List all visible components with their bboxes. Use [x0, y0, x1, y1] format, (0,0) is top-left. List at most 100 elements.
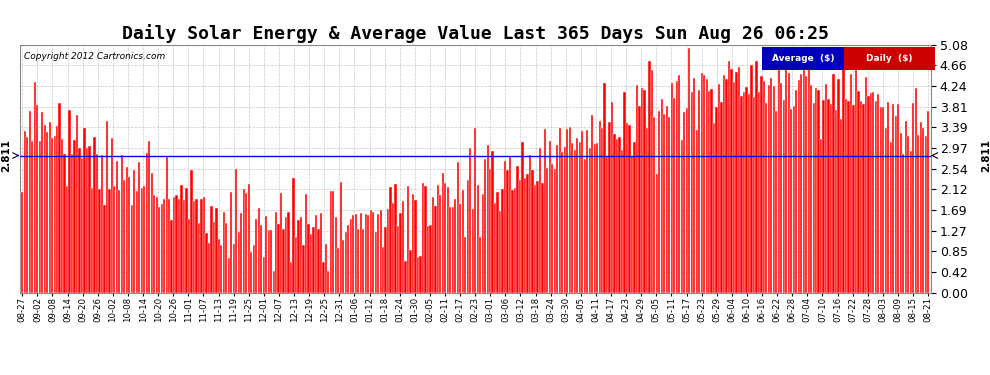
Bar: [435, 206, 437, 292]
Bar: [723, 75, 725, 292]
Bar: [621, 150, 623, 292]
Bar: [464, 237, 466, 292]
Bar: [357, 229, 359, 292]
Bar: [81, 158, 83, 292]
Bar: [653, 117, 655, 292]
Bar: [604, 83, 606, 292]
Bar: [144, 186, 146, 292]
Bar: [616, 139, 618, 292]
Bar: [272, 271, 275, 292]
Bar: [208, 243, 210, 292]
Bar: [111, 138, 113, 292]
Bar: [445, 183, 446, 292]
Bar: [596, 143, 598, 292]
Bar: [818, 90, 820, 292]
Bar: [66, 186, 68, 292]
Bar: [362, 230, 364, 292]
Bar: [862, 104, 864, 292]
Bar: [173, 197, 175, 292]
Bar: [352, 215, 354, 292]
Bar: [86, 147, 88, 292]
Bar: [39, 141, 41, 292]
Bar: [248, 184, 249, 292]
Bar: [701, 74, 703, 292]
Bar: [282, 230, 285, 292]
Bar: [773, 86, 775, 292]
Bar: [158, 207, 160, 292]
Bar: [36, 105, 39, 292]
Bar: [658, 111, 660, 292]
Bar: [636, 85, 639, 292]
Bar: [785, 54, 787, 292]
Bar: [857, 91, 859, 292]
Bar: [499, 210, 501, 292]
Bar: [752, 97, 755, 292]
Bar: [417, 257, 419, 292]
Bar: [56, 126, 58, 292]
Bar: [875, 101, 877, 292]
Bar: [810, 85, 812, 292]
Bar: [561, 152, 563, 292]
Bar: [703, 75, 705, 292]
Bar: [397, 226, 399, 292]
Bar: [312, 227, 315, 292]
Bar: [854, 69, 857, 292]
Bar: [783, 100, 785, 292]
Bar: [573, 150, 576, 292]
Bar: [175, 195, 177, 292]
Bar: [586, 130, 588, 292]
Bar: [73, 140, 75, 292]
Bar: [571, 143, 573, 292]
Bar: [504, 161, 506, 292]
Bar: [399, 213, 402, 292]
Bar: [103, 205, 106, 292]
Bar: [736, 72, 738, 292]
Bar: [833, 74, 835, 292]
Bar: [835, 110, 838, 292]
Bar: [24, 132, 26, 292]
Bar: [213, 222, 215, 292]
Bar: [502, 189, 504, 292]
Bar: [359, 213, 362, 292]
Bar: [546, 168, 548, 292]
Bar: [275, 211, 277, 292]
Bar: [683, 112, 685, 292]
Bar: [295, 237, 297, 292]
Text: Daily  ($): Daily ($): [866, 54, 913, 63]
Bar: [815, 88, 818, 292]
Bar: [668, 117, 670, 292]
Bar: [415, 200, 417, 292]
Bar: [26, 137, 29, 292]
Bar: [568, 127, 571, 292]
Bar: [713, 123, 715, 292]
Bar: [347, 225, 349, 292]
Bar: [566, 129, 568, 292]
Bar: [21, 192, 24, 292]
Bar: [524, 178, 526, 292]
Bar: [823, 100, 825, 292]
Bar: [532, 170, 534, 292]
Bar: [629, 124, 631, 292]
Bar: [41, 112, 44, 292]
Bar: [300, 217, 302, 292]
Bar: [394, 184, 397, 292]
Bar: [609, 123, 611, 292]
Bar: [290, 262, 292, 292]
Bar: [280, 193, 282, 292]
Bar: [576, 138, 578, 292]
Bar: [228, 258, 230, 292]
Bar: [844, 99, 847, 292]
Bar: [897, 104, 899, 292]
Bar: [451, 207, 454, 292]
Bar: [427, 226, 429, 292]
Bar: [626, 123, 628, 292]
Bar: [800, 74, 802, 292]
Bar: [731, 69, 733, 292]
Bar: [136, 191, 138, 292]
Bar: [215, 208, 218, 292]
Bar: [760, 75, 762, 292]
Bar: [88, 146, 91, 292]
Bar: [392, 203, 394, 292]
Bar: [379, 210, 382, 292]
Bar: [404, 261, 407, 292]
